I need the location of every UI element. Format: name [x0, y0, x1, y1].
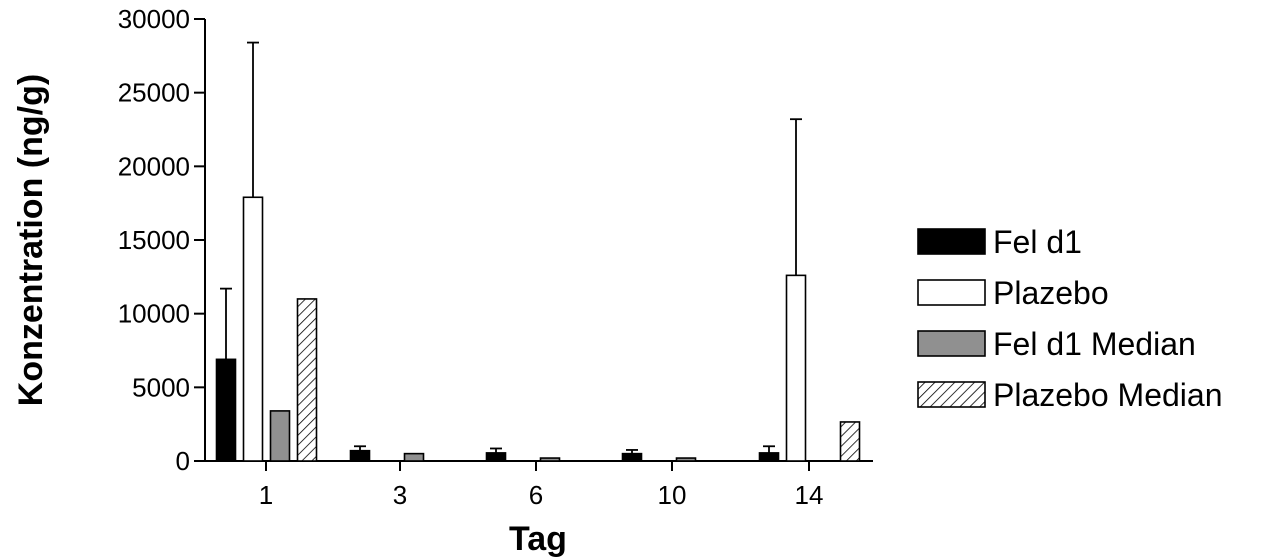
y-tick-label: 5000 — [132, 372, 190, 402]
bar — [539, 457, 561, 462]
legend-label: Fel d1 Median — [993, 326, 1196, 362]
x-tick-label: 1 — [259, 480, 273, 510]
legend: Fel d1 Plazebo Fel d1 Median Plazebo Median — [917, 224, 1222, 413]
y-tick-label: 20000 — [118, 151, 190, 181]
bar — [675, 457, 697, 462]
legend-swatch — [917, 330, 986, 357]
bar — [785, 274, 807, 462]
y-axis: 0 5000 10000 15000 20000 25000 30000 — [118, 4, 206, 476]
legend-label: Fel d1 — [993, 224, 1082, 260]
bar — [242, 196, 264, 462]
y-axis-title: Konzentration (ng/g) — [12, 74, 50, 406]
x-axis: 1 3 6 10 14 — [205, 460, 873, 510]
x-axis-title: Tag — [509, 520, 567, 558]
legend-label: Plazebo — [993, 275, 1109, 311]
bar — [403, 452, 425, 462]
y-tick-label: 0 — [176, 446, 190, 476]
bar — [269, 410, 291, 462]
legend-swatch — [917, 381, 986, 408]
x-tick-label: 6 — [529, 480, 543, 510]
y-tick-label: 25000 — [118, 78, 190, 108]
y-tick-label: 15000 — [118, 225, 190, 255]
x-tick-label: 3 — [393, 480, 407, 510]
x-tick-label: 10 — [658, 480, 687, 510]
x-tick-label: 14 — [795, 480, 824, 510]
bars — [215, 41, 861, 462]
legend-swatch — [917, 228, 986, 255]
y-tick-label: 30000 — [118, 4, 190, 34]
bar — [215, 358, 237, 462]
bar — [621, 452, 643, 462]
legend-swatch — [917, 279, 986, 306]
bar — [296, 298, 318, 462]
legend-label: Plazebo Median — [993, 377, 1222, 413]
bar — [349, 449, 371, 462]
bar — [485, 452, 507, 462]
bar — [839, 421, 861, 462]
y-tick-label: 10000 — [118, 299, 190, 329]
bar — [758, 452, 780, 462]
